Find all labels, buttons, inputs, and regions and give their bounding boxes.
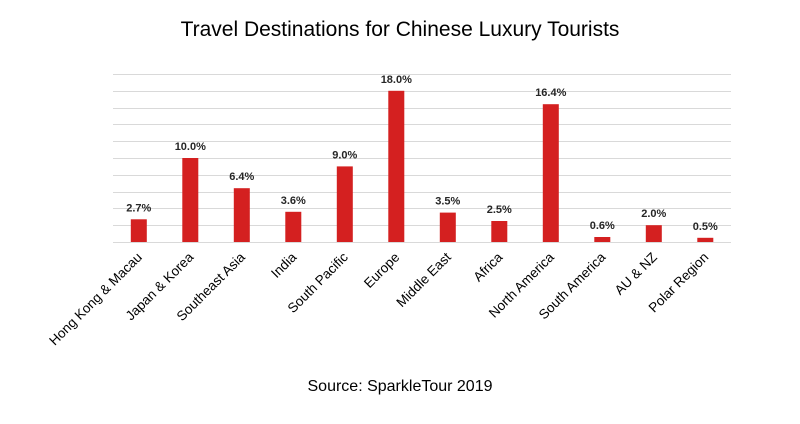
bar <box>182 158 199 242</box>
bar <box>542 104 559 242</box>
bar <box>645 225 662 242</box>
bar <box>439 212 456 242</box>
data-label: 6.4% <box>229 171 254 183</box>
chart-title: Travel Destinations for Chinese Luxury T… <box>180 18 620 41</box>
data-label: 2.7% <box>126 202 151 214</box>
category-label: Middle East <box>393 249 454 310</box>
data-labels: 2.7% 10.0% 6.4% 3.6% 9.0% 18.0% 3.5% 2.5% 16.4% 0… <box>126 74 718 233</box>
bar <box>388 90 405 242</box>
bar <box>285 211 302 242</box>
bar <box>233 188 250 242</box>
data-label: 3.6% <box>281 195 306 207</box>
bar <box>491 221 508 242</box>
data-label: 0.5% <box>693 221 718 233</box>
data-label: 18.0% <box>381 74 412 86</box>
data-label: 2.0% <box>641 208 666 220</box>
category-label: AU & NZ <box>612 250 660 298</box>
data-label: 2.5% <box>487 204 512 216</box>
bars <box>130 90 714 242</box>
category-label: India <box>268 249 300 281</box>
source-note: Source: SparkleTour 2019 <box>307 378 493 395</box>
data-label: 3.5% <box>435 196 460 208</box>
category-label: Europe <box>361 250 402 291</box>
category-label: Africa <box>470 249 505 284</box>
data-label: 9.0% <box>332 149 357 161</box>
bar <box>697 237 714 242</box>
data-label: 16.4% <box>535 87 566 99</box>
gridlines <box>113 74 731 243</box>
data-label: 10.0% <box>175 141 206 153</box>
bar <box>336 166 353 242</box>
bar <box>130 219 147 242</box>
bar <box>594 237 611 242</box>
category-label: Hong Kong & Macau <box>46 250 145 349</box>
data-label: 0.6% <box>590 220 615 232</box>
